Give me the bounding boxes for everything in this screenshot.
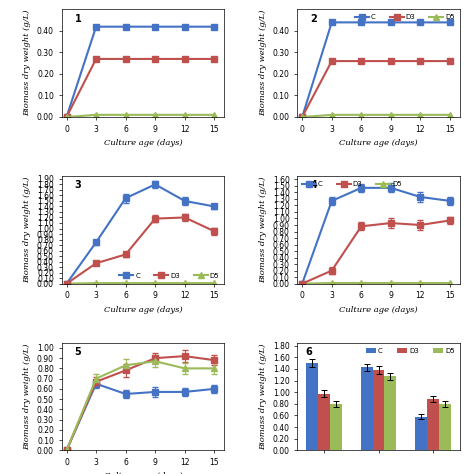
Text: 6: 6 — [305, 347, 312, 357]
Legend: C, D3, D5: C, D3, D5 — [118, 272, 221, 280]
X-axis label: Culture age (days): Culture age (days) — [103, 473, 182, 474]
Y-axis label: Biomass dry weight (g/L): Biomass dry weight (g/L) — [259, 10, 267, 117]
X-axis label: Culture age (days): Culture age (days) — [103, 139, 182, 147]
C — [300, 114, 305, 120]
X-axis label: Culture age (days): Culture age (days) — [339, 306, 418, 314]
Bar — [330, 404, 342, 450]
D3 — [300, 114, 305, 120]
D3 — [388, 58, 394, 64]
Text: 5: 5 — [74, 347, 82, 357]
Bar — [427, 399, 438, 450]
C — [329, 19, 335, 25]
D5 — [358, 112, 364, 118]
X-axis label: Culture age (days): Culture age (days) — [103, 306, 182, 314]
D5 — [300, 114, 305, 120]
Bar — [438, 404, 451, 450]
Y-axis label: Biomass dry weight (g/L): Biomass dry weight (g/L) — [23, 343, 31, 450]
D5 — [329, 112, 335, 118]
Bar — [319, 394, 330, 450]
Line: D3: D3 — [299, 58, 454, 120]
Legend: C, D3, D5: C, D3, D5 — [301, 180, 403, 188]
Line: D5: D5 — [299, 111, 454, 120]
D5 — [447, 112, 453, 118]
Text: 3: 3 — [74, 181, 82, 191]
D3 — [329, 58, 335, 64]
D3 — [418, 58, 423, 64]
Bar — [307, 363, 319, 450]
Bar — [361, 367, 373, 450]
D3 — [358, 58, 364, 64]
Y-axis label: Biomass dry weight (g/L): Biomass dry weight (g/L) — [23, 10, 31, 117]
Y-axis label: Biomass dry weight (g/L): Biomass dry weight (g/L) — [259, 177, 267, 283]
Legend: C, D3, D5: C, D3, D5 — [354, 13, 456, 22]
Y-axis label: Biomass dry weight (g/L): Biomass dry weight (g/L) — [23, 177, 31, 283]
D5 — [418, 112, 423, 118]
Y-axis label: Biomass dry weight (g/L): Biomass dry weight (g/L) — [259, 343, 267, 450]
Line: C: C — [299, 19, 454, 120]
Legend: C, D3, D5: C, D3, D5 — [364, 346, 456, 355]
C — [447, 19, 453, 25]
X-axis label: Culture age (days): Culture age (days) — [339, 139, 418, 147]
C — [418, 19, 423, 25]
Bar — [415, 417, 427, 450]
C — [388, 19, 394, 25]
Text: 1: 1 — [74, 14, 82, 24]
D5 — [388, 112, 394, 118]
Text: 2: 2 — [310, 14, 317, 24]
Bar — [384, 376, 396, 450]
C — [358, 19, 364, 25]
D3 — [447, 58, 453, 64]
Text: 4: 4 — [310, 181, 317, 191]
Bar — [373, 370, 384, 450]
